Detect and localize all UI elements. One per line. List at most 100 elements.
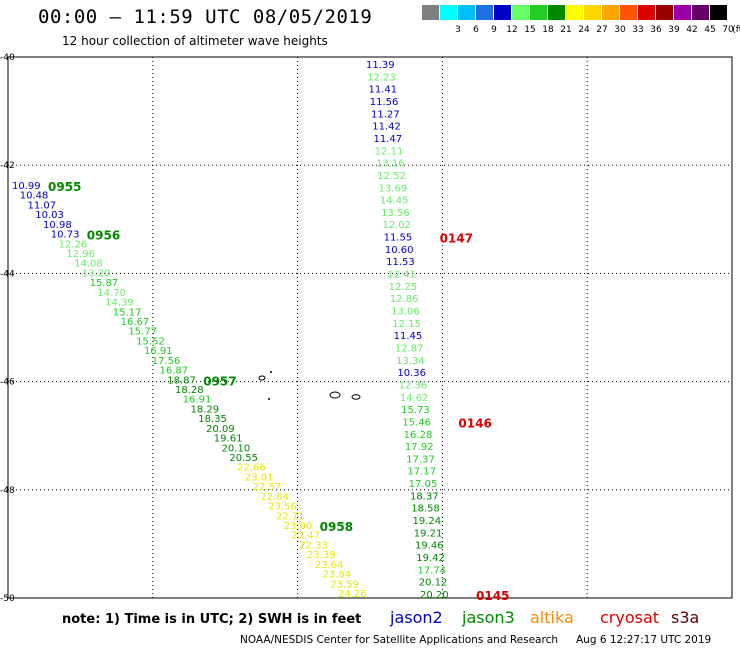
swh-value-label: 11.53 bbox=[386, 257, 415, 268]
swh-value-label: 10.03 bbox=[35, 210, 64, 221]
swh-value-label: 14.62 bbox=[400, 393, 429, 404]
swh-value-label: 12.86 bbox=[390, 294, 419, 305]
scale-swatch bbox=[530, 5, 547, 20]
swh-value-label: 14.70 bbox=[97, 288, 126, 299]
swh-value-label: 16.67 bbox=[121, 317, 150, 328]
swh-value-label: 12.52 bbox=[377, 171, 406, 182]
swh-value-label: 10.98 bbox=[43, 220, 72, 231]
lat-tick-label: -40 bbox=[0, 53, 15, 63]
swh-value-label: 12.02 bbox=[382, 220, 411, 231]
swh-value-label: 18.58 bbox=[411, 504, 440, 515]
scale-swatch bbox=[674, 5, 691, 20]
scale-swatch bbox=[494, 5, 511, 20]
pass-time-label: 0957 bbox=[203, 374, 236, 388]
swh-value-label: 10.99 bbox=[12, 181, 41, 192]
swh-value-label: 17.05 bbox=[409, 479, 438, 490]
swh-value-label: 11.39 bbox=[366, 60, 395, 71]
swh-value-label: 13.20 bbox=[82, 268, 111, 279]
swh-value-label: 17.56 bbox=[152, 356, 181, 367]
swh-value-label: 19.42 bbox=[416, 553, 445, 564]
swh-value-label: 13.69 bbox=[379, 183, 408, 194]
scale-label: 3 bbox=[455, 25, 461, 35]
swh-value-label: 20.55 bbox=[229, 453, 258, 464]
swh-value-label: 16.28 bbox=[404, 430, 433, 441]
scale-swatch bbox=[656, 5, 673, 20]
scale-swatch bbox=[584, 5, 601, 20]
swh-value-label: 11.56 bbox=[370, 97, 399, 108]
scale-label: 24 bbox=[578, 25, 590, 35]
swh-value-label: 12.25 bbox=[389, 282, 418, 293]
swh-value-label: 23.56 bbox=[268, 502, 297, 513]
scale-swatch bbox=[692, 5, 709, 20]
swh-value-label: 10.73 bbox=[51, 230, 80, 241]
map-frame bbox=[7, 56, 733, 599]
swh-value-label: 22.33 bbox=[299, 540, 328, 551]
scale-swatch bbox=[566, 5, 583, 20]
swh-value-label: 13.06 bbox=[391, 307, 420, 318]
wave-height-map: 454851545760-40-42-44-46-48-5010.9910.48… bbox=[0, 53, 733, 604]
swh-value-label: 18.28 bbox=[175, 385, 204, 396]
swh-value-label: 14.08 bbox=[74, 259, 103, 270]
swh-value-label: 16.87 bbox=[159, 366, 188, 377]
swh-value-label: 24.26 bbox=[338, 589, 367, 600]
swh-value-label: 23.00 bbox=[284, 521, 313, 532]
swh-value-label: 10.36 bbox=[397, 368, 426, 379]
swh-value-label: 13.16 bbox=[376, 159, 405, 170]
swh-value-label: 12.96 bbox=[66, 249, 95, 260]
island-outline bbox=[351, 394, 361, 400]
swh-value-label: 18.35 bbox=[198, 414, 227, 425]
swh-value-label: 13.56 bbox=[381, 208, 410, 219]
swh-value-label: 20.10 bbox=[222, 443, 251, 454]
scale-label: 42 bbox=[686, 25, 698, 35]
swh-value-label: 11.45 bbox=[394, 331, 423, 342]
lat-tick-label: -50 bbox=[0, 594, 15, 604]
swh-value-label: 19.21 bbox=[414, 528, 443, 539]
scale-label: 12 bbox=[506, 25, 518, 35]
swh-value-label: 18.37 bbox=[410, 491, 439, 502]
swh-value-label: 16.91 bbox=[183, 395, 212, 406]
swh-value-label: 12.87 bbox=[395, 343, 424, 354]
swh-value-label: 12.11 bbox=[375, 146, 404, 157]
swh-value-label: 19.61 bbox=[214, 434, 243, 445]
scale-label: 15 bbox=[524, 25, 536, 35]
scale-swatch bbox=[602, 5, 619, 20]
swh-value-label: 15.87 bbox=[90, 278, 119, 289]
swh-value-label: 22.47 bbox=[291, 531, 320, 542]
swh-value-label: 23.01 bbox=[245, 472, 274, 483]
pass-time-label: 0145 bbox=[476, 589, 509, 603]
swh-value-label: 12.41 bbox=[387, 270, 416, 281]
swh-value-label: 17.92 bbox=[405, 442, 434, 453]
footer-note: note: 1) Time is in UTC; 2) SWH is in fe… bbox=[62, 612, 362, 627]
swh-value-label: 22.66 bbox=[237, 463, 266, 474]
swh-value-label: 19.24 bbox=[412, 516, 441, 527]
pass-time-label: 0958 bbox=[320, 520, 353, 534]
lat-tick-label: -44 bbox=[0, 269, 15, 279]
swh-value-label: 18.87 bbox=[167, 375, 196, 386]
scale-unit: (ft) bbox=[732, 25, 740, 35]
generated-timestamp: Aug 6 12:27:17 UTC 2019 bbox=[576, 634, 712, 646]
lat-tick-label: -42 bbox=[0, 161, 15, 171]
swh-value-label: 10.60 bbox=[385, 245, 414, 256]
page-title: 00:00 – 11:59 UTC 08/05/2019 bbox=[38, 6, 373, 28]
island-outline bbox=[258, 375, 266, 381]
swh-value-label: 12.36 bbox=[399, 380, 428, 391]
lat-tick-label: -48 bbox=[0, 486, 15, 496]
swh-value-label: 11.55 bbox=[384, 233, 413, 244]
swh-value-label: 11.27 bbox=[371, 109, 400, 120]
swh-value-label: 11.47 bbox=[374, 134, 403, 145]
swh-value-label: 15.17 bbox=[113, 307, 142, 318]
swh-value-label: 11.41 bbox=[369, 85, 398, 96]
swh-value-label: 19.46 bbox=[415, 541, 444, 552]
swh-value-label: 13.34 bbox=[396, 356, 425, 367]
swh-value-label: 17.17 bbox=[407, 467, 436, 478]
scale-label: 36 bbox=[650, 25, 662, 35]
swh-value-label: 20.12 bbox=[419, 578, 448, 589]
scale-label: 6 bbox=[473, 25, 479, 35]
scale-label: 70 bbox=[722, 25, 734, 35]
pass-time-label: 0146 bbox=[458, 416, 491, 430]
scale-label: 9 bbox=[491, 25, 497, 35]
scale-swatch bbox=[638, 5, 655, 20]
swh-value-label: 22.84 bbox=[260, 492, 289, 503]
scale-swatch bbox=[620, 5, 637, 20]
swh-value-label: 23.84 bbox=[322, 570, 351, 581]
